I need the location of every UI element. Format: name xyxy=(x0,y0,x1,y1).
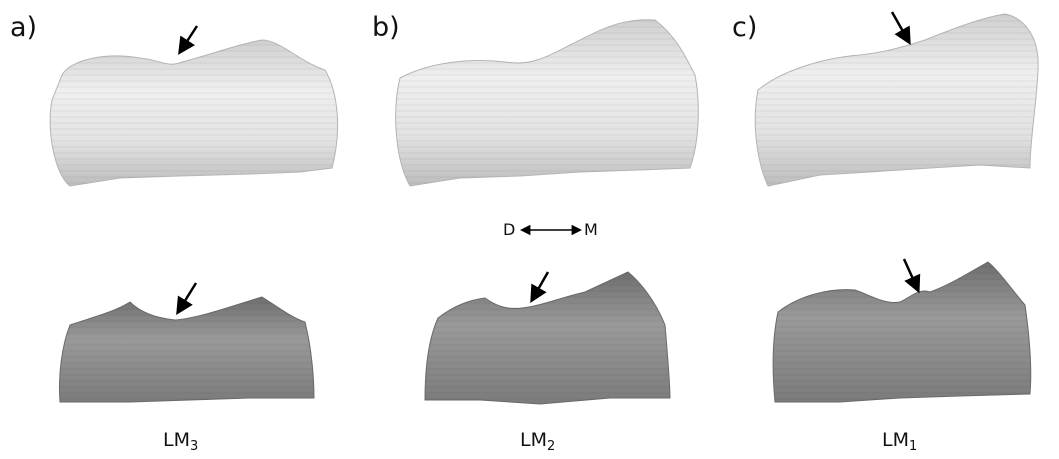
panel-letter-a: a) xyxy=(10,12,38,43)
arrow-c-top xyxy=(890,11,911,46)
tooth-label-b: LM2 xyxy=(520,429,556,454)
arrow-b-bottom xyxy=(530,271,550,304)
panel-letter-b: b) xyxy=(372,12,400,43)
arrow-a-top xyxy=(178,25,199,55)
tooth-label-c: LM1 xyxy=(882,429,918,454)
arrow-a-bottom xyxy=(176,282,198,315)
tooth-label-a: LM3 xyxy=(163,429,199,454)
orientation-distal-label: D xyxy=(503,220,516,239)
orientation-mesial-label: M xyxy=(584,220,598,239)
arrow-c-bottom xyxy=(902,258,921,294)
panel-letter-c: c) xyxy=(732,12,758,43)
